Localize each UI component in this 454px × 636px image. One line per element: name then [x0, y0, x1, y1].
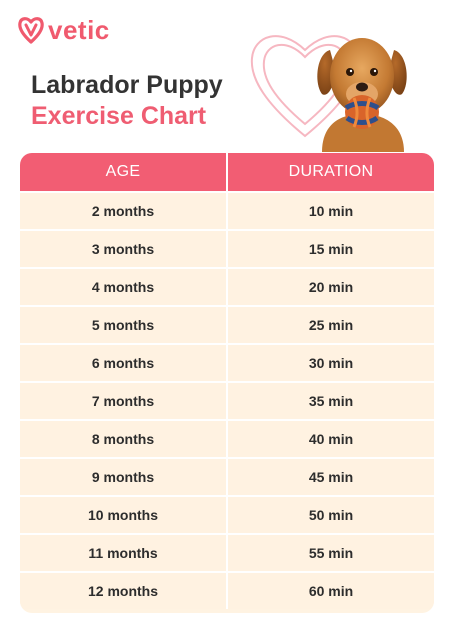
duration-cell: 25 min	[308, 317, 354, 333]
age-cell: 2 months	[20, 193, 228, 229]
duration-cell: 40 min	[308, 431, 354, 447]
age-cell: 7 months	[20, 383, 228, 419]
age-cell: 10 months	[20, 497, 228, 533]
table-row: 5 months 25 min	[20, 305, 434, 343]
table-row: 10 months 50 min	[20, 495, 434, 533]
age-cell: 9 months	[20, 459, 228, 495]
age-cell: 8 months	[20, 421, 228, 457]
table-row: 12 months 60 min	[20, 571, 434, 609]
brand-name: vetic	[48, 15, 110, 45]
table-row: 4 months 20 min	[20, 267, 434, 305]
table-header: AGE DURATION	[20, 153, 434, 191]
table-row: 9 months 45 min	[20, 457, 434, 495]
column-header-duration: DURATION	[288, 163, 374, 180]
vetic-heart-logo-icon	[18, 17, 44, 44]
brand-logo: vetic	[18, 16, 110, 44]
table-row: 3 months 15 min	[20, 229, 434, 267]
table-row: 8 months 40 min	[20, 419, 434, 457]
duration-cell: 45 min	[308, 469, 354, 485]
duration-cell: 35 min	[308, 393, 354, 409]
table-row: 7 months 35 min	[20, 381, 434, 419]
exercise-table: AGE DURATION 2 months 10 min 3 months 15…	[20, 153, 434, 613]
page-title: Labrador Puppy Exercise Chart	[31, 70, 223, 132]
duration-cell: 15 min	[308, 241, 354, 257]
title-line-1: Labrador Puppy	[31, 71, 223, 99]
age-cell: 5 months	[20, 307, 228, 343]
age-cell: 3 months	[20, 231, 228, 267]
column-header-age: AGE	[20, 153, 228, 191]
age-cell: 11 months	[20, 535, 228, 571]
age-cell: 6 months	[20, 345, 228, 381]
duration-cell: 30 min	[308, 355, 354, 371]
duration-cell: 10 min	[308, 203, 354, 219]
duration-cell: 55 min	[308, 545, 354, 561]
age-cell: 4 months	[20, 269, 228, 305]
duration-cell: 60 min	[308, 583, 354, 599]
duration-cell: 20 min	[308, 279, 354, 295]
table-row: 11 months 55 min	[20, 533, 434, 571]
table-row: 6 months 30 min	[20, 343, 434, 381]
age-cell: 12 months	[20, 573, 228, 609]
title-line-2: Exercise Chart	[31, 102, 207, 130]
duration-cell: 50 min	[308, 507, 354, 523]
labrador-puppy-with-ball	[317, 38, 407, 152]
table-row: 2 months 10 min	[20, 191, 434, 229]
